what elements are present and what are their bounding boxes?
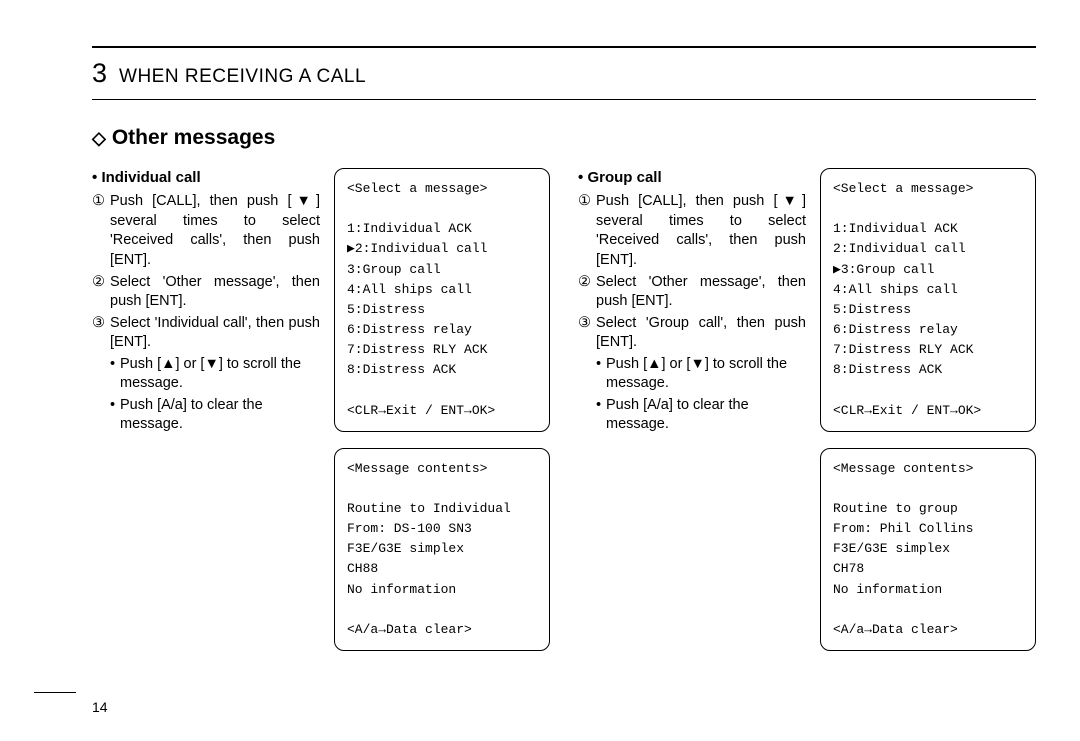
step-number-icon: ② <box>92 273 110 312</box>
footer-rule <box>34 692 76 693</box>
lcd-message-contents: <Message contents> Routine to Individual… <box>334 448 550 651</box>
step-text: Select 'Other message', then push [ENT]. <box>596 273 806 312</box>
sub-bullet-1: • Push [▲] or [▼] to scroll the message. <box>92 355 320 394</box>
sub-bullet-1: • Push [▲] or [▼] to scroll the message. <box>578 355 806 394</box>
two-column-layout: • Individual call ① Push [CALL], then pu… <box>92 168 1036 651</box>
subheading-group: • Group call <box>578 168 806 188</box>
step-number-icon: ② <box>578 273 596 312</box>
sub-bullet-list: • Push [▲] or [▼] to scroll the message.… <box>578 355 806 435</box>
step-1: ① Push [CALL], then push [▼] several tim… <box>578 192 806 270</box>
step-text: Push [CALL], then push [▼] several times… <box>596 192 806 270</box>
step-3: ③ Select 'Group call', then push [ENT]. <box>578 314 806 353</box>
step-text: Select 'Other message', then push [ENT]. <box>110 273 320 312</box>
bullet-icon: • <box>596 396 606 435</box>
bullet-text: Push [▲] or [▼] to scroll the message. <box>120 355 320 394</box>
column-individual-call: • Individual call ① Push [CALL], then pu… <box>92 168 550 651</box>
sub-bullet-2: • Push [A/a] to clear the message. <box>92 396 320 435</box>
chapter-heading: 3 WHEN RECEIVING A CALL <box>92 58 1036 89</box>
bullet-icon: • <box>110 396 120 435</box>
step-2: ② Select 'Other message', then push [ENT… <box>92 273 320 312</box>
step-number-icon: ③ <box>92 314 110 353</box>
bullet-icon: • <box>596 355 606 394</box>
lcd-select-message: <Select a message> 1:Individual ACK ▶2:I… <box>334 168 550 432</box>
step-2: ② Select 'Other message', then push [ENT… <box>578 273 806 312</box>
step-list: ① Push [CALL], then push [▼] several tim… <box>92 192 320 353</box>
chapter-title: WHEN RECEIVING A CALL <box>119 66 366 88</box>
step-3: ③ Select 'Individual call', then push [E… <box>92 314 320 353</box>
text-block-right: • Group call ① Push [CALL], then push [▼… <box>578 168 806 651</box>
step-number-icon: ① <box>578 192 596 270</box>
top-rule <box>92 46 1036 48</box>
step-number-icon: ① <box>92 192 110 270</box>
subheading-individual: • Individual call <box>92 168 320 188</box>
bullet-text: Push [A/a] to clear the message. <box>120 396 320 435</box>
bullet-icon: • <box>578 169 583 186</box>
step-text: Push [CALL], then push [▼] several times… <box>110 192 320 270</box>
step-text: Select 'Group call', then push [ENT]. <box>596 314 806 353</box>
column-group-call: • Group call ① Push [CALL], then push [▼… <box>578 168 1036 651</box>
subheading-label: Individual call <box>101 169 200 186</box>
bullet-icon: • <box>92 169 97 186</box>
step-1: ① Push [CALL], then push [▼] several tim… <box>92 192 320 270</box>
sub-bullet-2: • Push [A/a] to clear the message. <box>578 396 806 435</box>
lcd-stack-right: <Select a message> 1:Individual ACK 2:In… <box>820 168 1036 651</box>
bullet-text: Push [▲] or [▼] to scroll the message. <box>606 355 806 394</box>
step-number-icon: ③ <box>578 314 596 353</box>
lcd-message-contents: <Message contents> Routine to group From… <box>820 448 1036 651</box>
text-block-left: • Individual call ① Push [CALL], then pu… <box>92 168 320 651</box>
section-heading: ◇ Other messages <box>92 126 1036 150</box>
subheading-label: Group call <box>587 169 661 186</box>
lcd-select-message: <Select a message> 1:Individual ACK 2:In… <box>820 168 1036 432</box>
page-root: 3 WHEN RECEIVING A CALL ◇Other messages … <box>0 0 1080 741</box>
sub-bullet-list: • Push [▲] or [▼] to scroll the message.… <box>92 355 320 435</box>
section-title: Other messages <box>112 126 275 149</box>
diamond-icon: ◇ <box>92 128 106 148</box>
step-text: Select 'Individual call', then push [ENT… <box>110 314 320 353</box>
lcd-stack-left: <Select a message> 1:Individual ACK ▶2:I… <box>334 168 550 651</box>
page-number: 14 <box>92 699 108 715</box>
under-rule <box>92 99 1036 100</box>
chapter-number: 3 <box>92 58 107 89</box>
bullet-icon: • <box>110 355 120 394</box>
bullet-text: Push [A/a] to clear the message. <box>606 396 806 435</box>
step-list: ① Push [CALL], then push [▼] several tim… <box>578 192 806 353</box>
